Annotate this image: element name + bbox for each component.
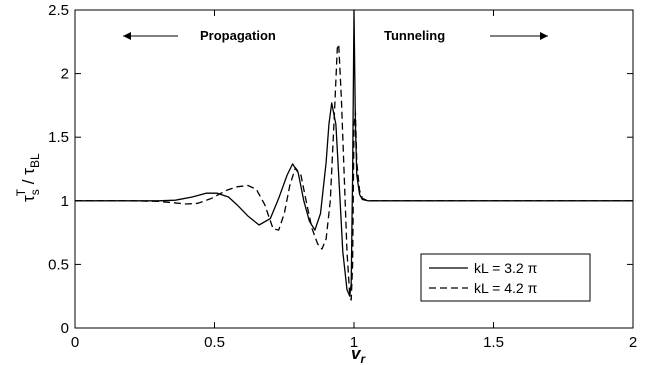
- tick-marks: [74, 9, 634, 329]
- y-tick-label: 2.5: [48, 2, 69, 19]
- series-line-2: [75, 43, 633, 301]
- legend: kL = 3.2 π kL = 4.2 π: [420, 253, 591, 302]
- x-tick-label: 0.5: [204, 334, 225, 351]
- annotation-propagation-text: Propagation: [200, 28, 276, 43]
- svg-text:τsT / τBL: τsT / τBL: [14, 153, 42, 202]
- y-tick-label: 1: [61, 193, 69, 210]
- arrow-left-head: [123, 32, 131, 40]
- tick-labels: 0 0.5 1 1.5 2 0 0.5 1 1.5 2 2.5: [48, 2, 637, 351]
- x-tick-label: 0: [71, 334, 79, 351]
- annotation-propagation: Propagation: [123, 28, 276, 43]
- x-tick-label: 1: [350, 334, 358, 351]
- y-label-slash: /: [19, 175, 38, 189]
- x-tick-label: 1.5: [483, 334, 504, 351]
- y-axis-label: τsT / τBL: [14, 153, 42, 202]
- legend-box: [420, 253, 591, 302]
- legend-label-2: kL = 4.2 π: [474, 280, 538, 296]
- y-tick-label: 2: [61, 66, 69, 83]
- y-label-t-sup: T: [14, 188, 28, 196]
- y-tick-label: 1.5: [48, 129, 69, 146]
- annotation-tunneling: Tunneling: [384, 28, 548, 43]
- annotation-tunneling-text: Tunneling: [384, 28, 445, 43]
- x-label-sub: r: [360, 352, 366, 365]
- y-label-bl-sub: BL: [28, 153, 42, 168]
- x-axis-label: vr: [351, 344, 366, 365]
- y-label-tau-s: τ: [19, 195, 38, 202]
- y-label-tau-bl: τ: [19, 168, 38, 175]
- legend-label-1: kL = 3.2 π: [474, 260, 538, 276]
- y-label-s-sub: s: [28, 189, 42, 195]
- y-tick-label: 0.5: [48, 256, 69, 273]
- x-label-main: v: [351, 344, 362, 363]
- arrow-right-head: [540, 32, 548, 40]
- x-tick-label: 2: [629, 334, 637, 351]
- y-tick-label: 0: [61, 320, 69, 337]
- series-layer: [75, 9, 633, 301]
- series-line-1: [75, 9, 633, 297]
